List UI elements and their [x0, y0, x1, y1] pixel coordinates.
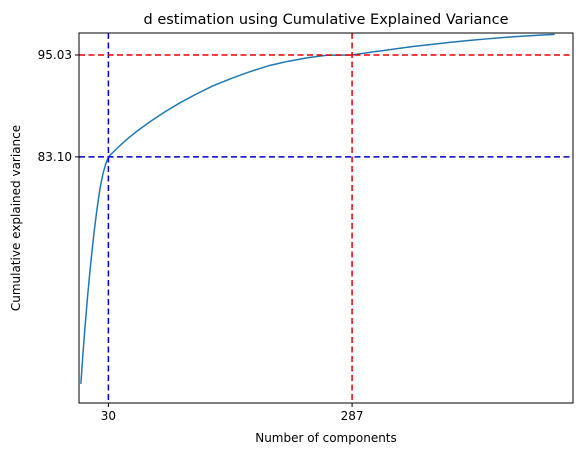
plot-frame: [78, 32, 574, 404]
plot-area: 30 287 83.10 95.03: [38, 32, 574, 423]
x-tick-label-0: 30: [101, 409, 116, 423]
chart-title: d estimation using Cumulative Explained …: [144, 12, 509, 28]
x-axis-label: Number of components: [255, 431, 397, 445]
x-tick-label-1: 287: [341, 409, 364, 423]
y-axis-label: Cumulative explained variance: [9, 125, 23, 311]
y-tick-label-1: 95.03: [38, 48, 72, 62]
y-tick-label-0: 83.10: [38, 150, 72, 164]
series-line-0: [80, 33, 555, 385]
